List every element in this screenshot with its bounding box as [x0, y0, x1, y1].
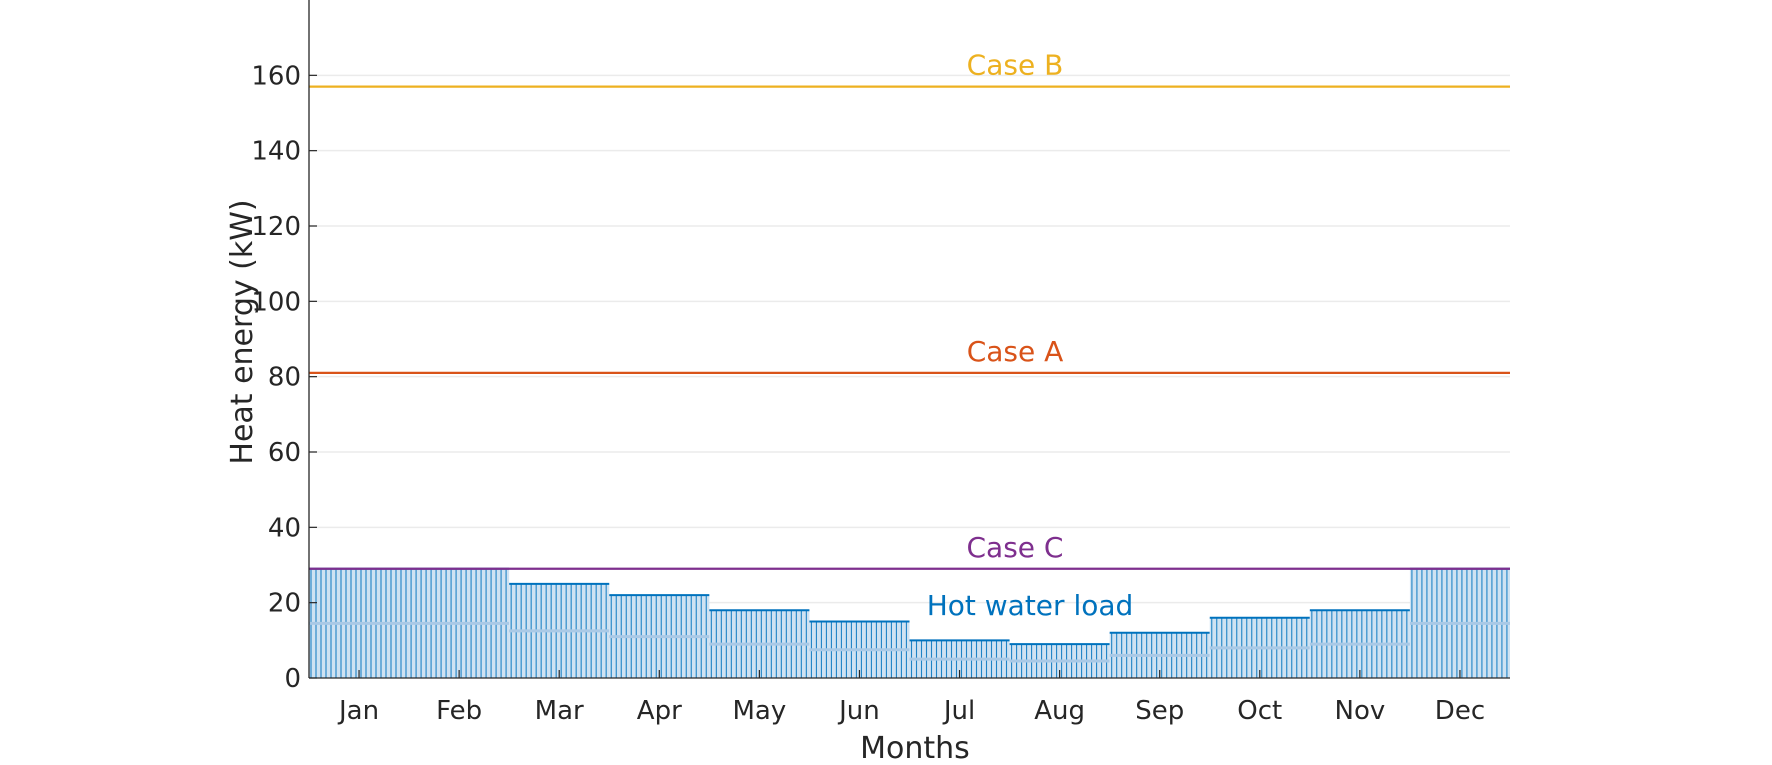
- x-tick-label: Jun: [837, 696, 880, 726]
- reference-lines: [309, 85, 1510, 570]
- y-tick-label: 80: [268, 363, 301, 393]
- x-axis-title: Months: [860, 731, 970, 765]
- y-tick-label: 140: [251, 137, 301, 167]
- x-tick-label: Jan: [337, 696, 379, 726]
- x-tick-label: Oct: [1237, 696, 1282, 726]
- x-tick-label: Nov: [1335, 696, 1386, 726]
- y-tick-label: 0: [284, 664, 301, 694]
- bars: [309, 567, 1510, 678]
- x-tick-label: Mar: [535, 696, 584, 726]
- reference-line-label: Case C: [967, 531, 1064, 564]
- y-axis-title: Heat energy (kW): [225, 199, 260, 464]
- x-tick-label: Jul: [942, 696, 975, 726]
- x-tick-label: Dec: [1435, 696, 1485, 726]
- reference-line-label: Case A: [967, 335, 1064, 368]
- y-tick-label: 120: [251, 212, 301, 242]
- axes: [308, 0, 1510, 679]
- y-tick-label: 160: [251, 61, 301, 91]
- labels: 0 20 40 60 80 100 120 140 160 Hot water load Case …: [225, 49, 1485, 765]
- x-tick-label: Sep: [1135, 696, 1184, 726]
- series-label-hot-water-load: Hot water load: [927, 589, 1134, 622]
- x-tick-label: Apr: [637, 696, 682, 726]
- gridlines: [309, 74, 1510, 604]
- y-tick-label: 40: [268, 513, 301, 543]
- x-tick-label: Feb: [436, 696, 482, 726]
- y-tick-label: 20: [268, 589, 301, 619]
- bar-hatch: [1211, 617, 1308, 678]
- y-tick-label: 100: [251, 287, 301, 317]
- x-tick-label: Aug: [1034, 696, 1085, 726]
- x-tick-label: May: [732, 696, 786, 726]
- y-tick-label: 60: [268, 438, 301, 468]
- reference-line-label: Case B: [967, 49, 1064, 82]
